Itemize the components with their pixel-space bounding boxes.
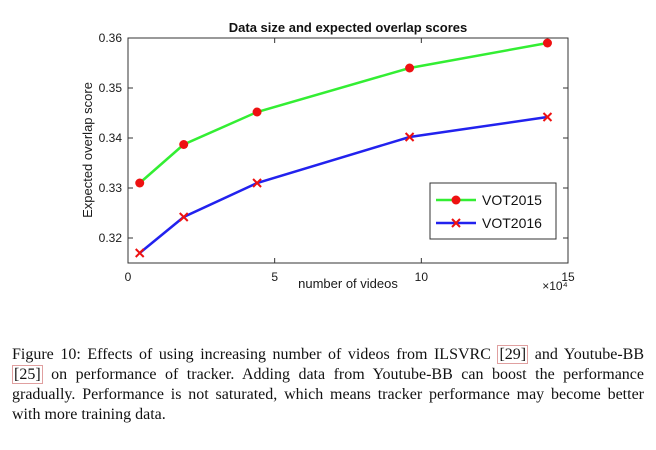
caption-mid: and Youtube-BB — [528, 346, 644, 363]
y-tick-label: 0.32 — [99, 231, 123, 245]
citation-link-29[interactable]: [29] — [497, 345, 529, 364]
data-point-vot2016 — [252, 178, 262, 188]
data-point-vot2015 — [179, 140, 189, 149]
x-tick-label: 15 — [561, 270, 575, 284]
y-tick-label: 0.35 — [99, 81, 123, 95]
x-axis-multiplier: ×10⁴ — [542, 279, 568, 293]
data-point-vot2015 — [405, 63, 415, 73]
y-tick-label: 0.34 — [99, 131, 123, 145]
y-tick-label: 0.33 — [99, 181, 123, 195]
data-series — [135, 38, 553, 258]
axis-ticks: 0 5 10 15 0.32 0.33 0.34 0.35 0.36 — [99, 31, 575, 284]
legend-marker-vot2016 — [451, 218, 461, 228]
data-point-vot2016 — [542, 112, 553, 122]
legend-box — [429, 182, 557, 240]
figure-caption: Figure 10: Effects of using increasing n… — [12, 345, 644, 425]
citation-link-25[interactable]: [25] — [12, 365, 43, 384]
x-tick-label: 10 — [415, 270, 429, 284]
legend-label-vot2015: VOT2015 — [482, 192, 542, 208]
legend-label-vot2016: VOT2016 — [482, 215, 542, 231]
y-axis-label: Expected overlap score — [80, 82, 95, 218]
x-tick-label: 0 — [125, 270, 132, 284]
y-tick-label: 0.36 — [99, 31, 123, 45]
x-axis-label: number of videos — [298, 276, 398, 291]
data-point-vot2015 — [252, 107, 262, 117]
data-point-vot2015 — [135, 178, 145, 188]
data-point-vot2016 — [179, 212, 189, 222]
data-point-vot2016 — [404, 132, 415, 142]
caption-prefix: Figure 10: Effects of using increasing n… — [12, 346, 498, 363]
figure-chart: Data size and expected overlap scores 0 5… — [80, 20, 575, 293]
x-tick-label: 5 — [271, 270, 278, 284]
series-line-vot2015 — [138, 41, 548, 184]
data-point-vot2015 — [542, 38, 552, 48]
chart-title: Data size and expected overlap scores — [229, 20, 467, 35]
caption-rest: on performance of tracker. Adding data f… — [12, 366, 644, 423]
legend: VOT2015 VOT2016 — [429, 182, 557, 240]
plot-area — [127, 37, 569, 264]
data-point-vot2016 — [135, 248, 145, 258]
line-chart: Data size and expected overlap scores 0 5… — [80, 20, 575, 293]
legend-marker-vot2015 — [451, 195, 461, 205]
